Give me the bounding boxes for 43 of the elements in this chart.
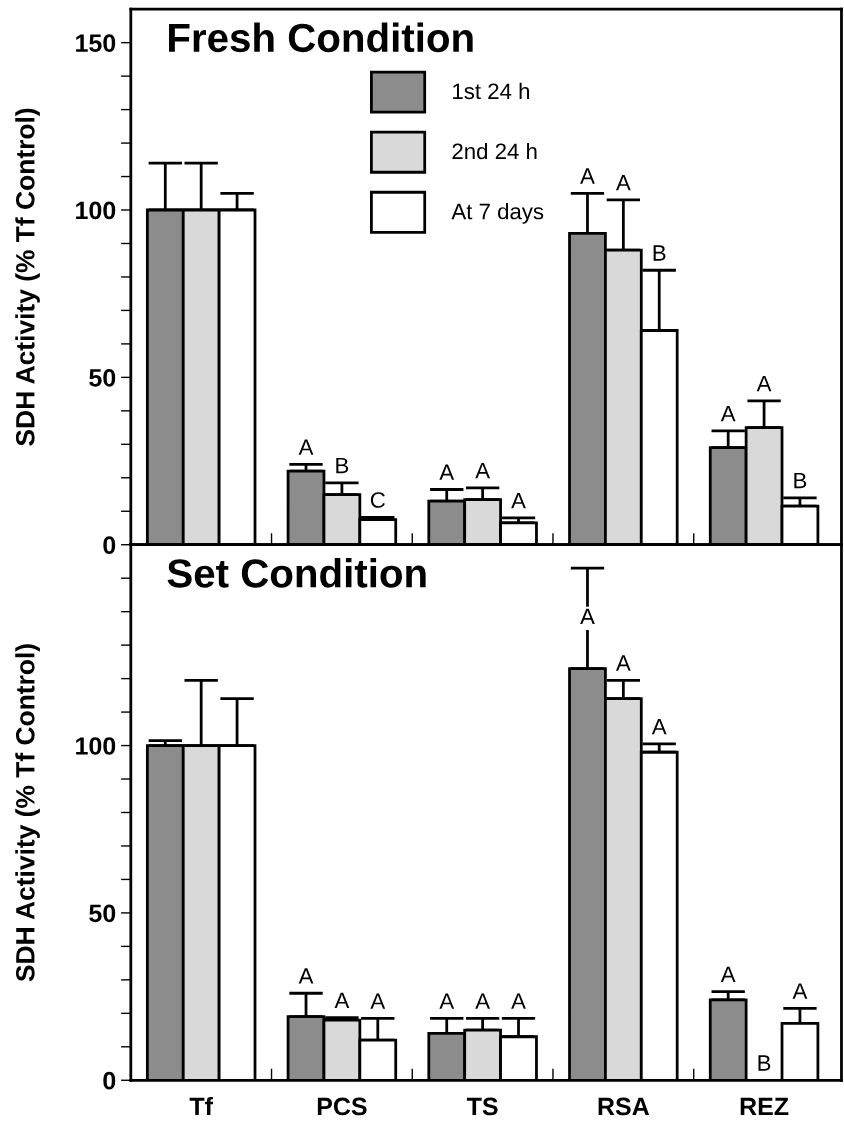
data-label: A [615,655,631,671]
data-label: A [580,168,595,184]
y-axis-title: SDH Activity (% Tf Control) [15,108,40,446]
data-label: A [370,993,386,1009]
x-tick-label: REZ [740,1097,789,1116]
data-label: A [651,718,667,735]
data-label: A [720,966,736,982]
x-tick-label: TS [466,1097,498,1116]
data-label: B [336,457,349,474]
legend-label: At 7 days [451,203,544,224]
y-tick-label: 50 [89,904,116,923]
data-label: A [720,406,736,422]
y-tick-label: 100 [76,201,116,220]
data-label: A [756,375,772,392]
y-tick-label: 150 [76,34,116,52]
data-label: A [511,993,526,1009]
data-label: B [653,245,666,261]
legend-label: 1st 24 h [453,82,530,100]
data-label: A [511,493,526,509]
legend-label: 2nd 24 h [452,142,537,160]
data-label: A [439,993,455,1009]
y-tick-label: 50 [89,368,116,387]
chart-title: Set Condition [167,558,426,588]
data-label: A [615,175,631,191]
y-axis-title: SDH Activity (% Tf Control) [15,644,40,982]
y-tick-label: 0 [103,1071,116,1090]
x-tick-label: RSA [598,1097,650,1116]
data-label: A [298,439,314,455]
y-tick-label: 100 [76,737,116,755]
chart-title: Fresh Condition [169,22,473,53]
data-label: A [439,464,455,480]
y-tick-label: 0 [103,536,116,555]
data-label: A [792,983,808,999]
data-label: A [334,992,350,1009]
data-label: A [475,462,490,479]
data-label: C [370,492,385,508]
text: B [758,1055,771,1071]
data-label: A [475,993,490,1009]
x-tick-label: PCS [317,1097,367,1116]
data-label: A [298,968,314,984]
x-tick-label: Tf [189,1096,214,1116]
data-label: A [580,608,595,625]
data-label: B [794,472,807,489]
